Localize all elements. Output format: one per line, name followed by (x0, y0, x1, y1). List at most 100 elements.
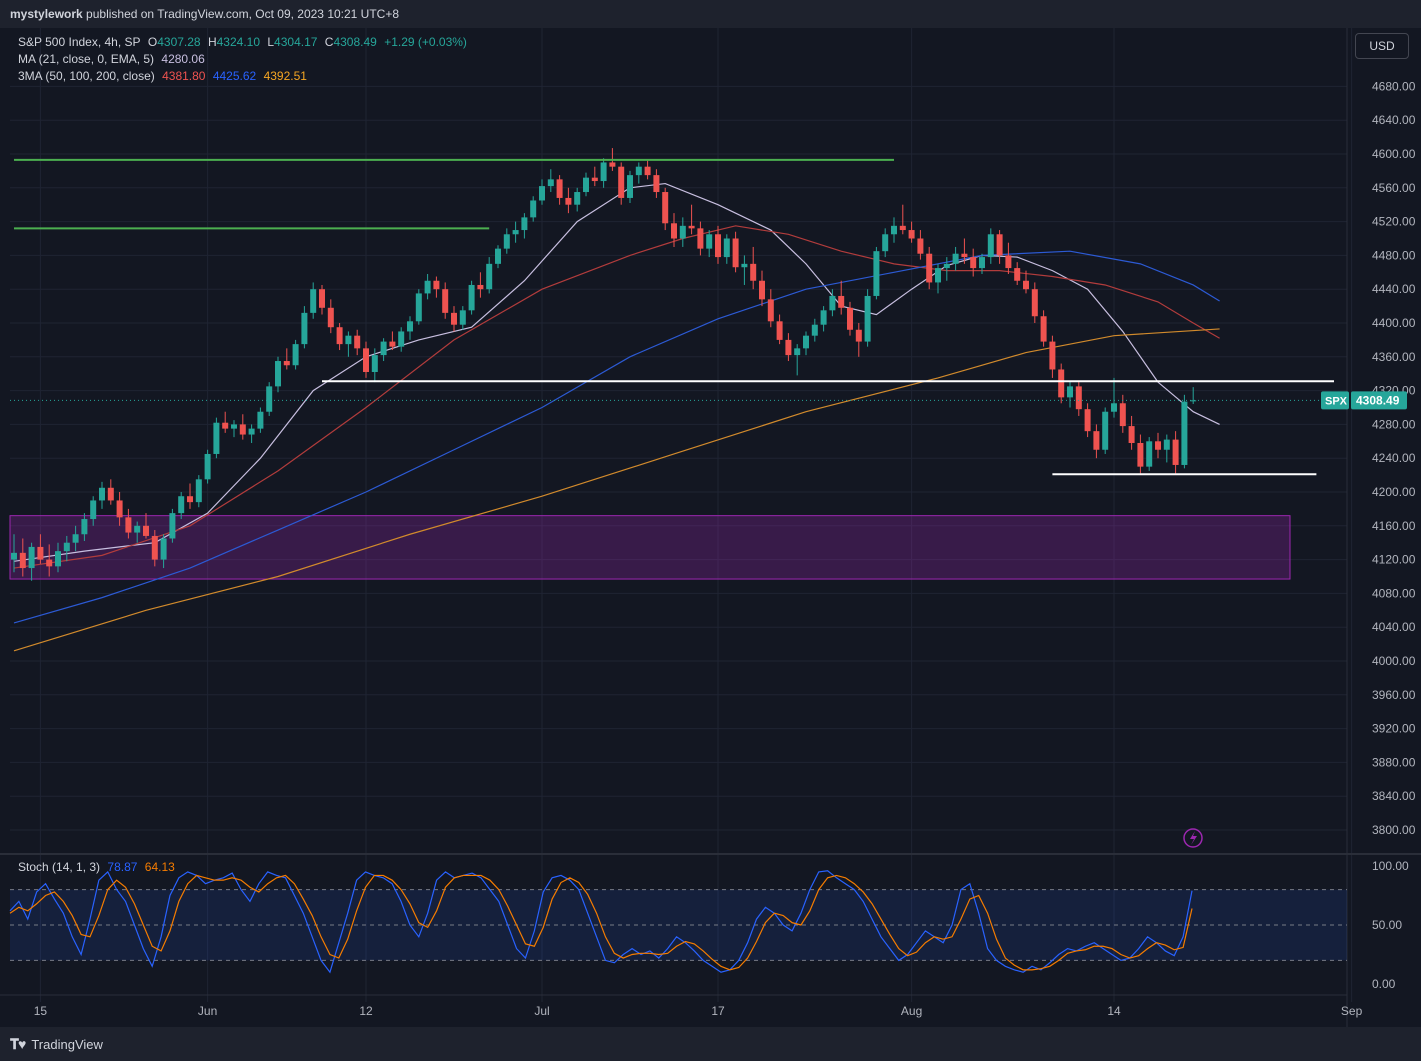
candle-body (574, 192, 581, 205)
tradingview-brand[interactable]: 𝐓♥ TradingView (10, 1036, 103, 1053)
grid-lines (10, 28, 1353, 1002)
candle-body (820, 310, 827, 325)
candle-body (90, 500, 97, 520)
candle-body (732, 238, 739, 268)
candle-body (785, 339, 792, 356)
price-tick-label: 4400.00 (1372, 316, 1416, 330)
candle-body (319, 289, 325, 308)
candle-body (81, 519, 88, 535)
time-tick-label: Jul (534, 1004, 549, 1018)
price-chart[interactable]: 4680.00 4640.00 4600.00 4560.00 4520.00 4480.… (0, 28, 1421, 1027)
candle-body (556, 179, 563, 198)
price-tick-label: 3800.00 (1372, 823, 1416, 837)
candle-body (1111, 403, 1117, 412)
candle-body (882, 234, 889, 252)
stoch-tick-label: 100.00 (1372, 859, 1409, 873)
candle-body (371, 355, 378, 373)
brand-label: TradingView (31, 1037, 103, 1052)
time-axis: 15Jun12Jul17Aug14Sep18Oct16 (34, 1004, 1363, 1018)
candle-body (627, 175, 633, 198)
candle-body (292, 344, 299, 366)
ohlc-close: C4308.49 (324, 35, 377, 49)
ohlc-change: +1.29 (+0.03%) (384, 35, 467, 49)
candle-body (433, 280, 440, 290)
ma100-value: 4425.62 (212, 69, 257, 83)
candle-body (442, 289, 449, 313)
candle-body (257, 411, 264, 429)
candle-body (847, 307, 853, 330)
ohlc-low: L4304.17 (267, 35, 318, 49)
candle-body (1163, 439, 1170, 450)
price-tick-label: 4000.00 (1372, 654, 1416, 668)
candle-body (697, 228, 704, 249)
ma200-line (13, 328, 1220, 652)
ohlc-high: H4324.10 (207, 35, 261, 49)
candle-body (759, 280, 765, 300)
candle-body (116, 500, 123, 518)
price-tick-label: 4080.00 (1372, 586, 1416, 600)
candle-body (741, 263, 748, 268)
price-tick-label: 3960.00 (1372, 688, 1416, 702)
symbol-legend: S&P 500 Index, 4h, SP O4307.28 H4324.10 … (18, 35, 471, 49)
candle-body (750, 263, 757, 281)
candle-body (204, 453, 211, 480)
candle-body (1119, 403, 1126, 427)
price-tick-label: 4640.00 (1372, 113, 1416, 127)
candle-body (767, 299, 774, 322)
stoch-k-line (9, 870, 1193, 974)
candle-body (521, 217, 528, 231)
candle-body (1102, 411, 1109, 450)
candle-body (310, 289, 317, 313)
ma200-value: 4392.51 (263, 69, 307, 83)
candle-body (283, 361, 290, 366)
candle-body (961, 253, 968, 258)
stoch-tick-label: 50.00 (1372, 918, 1402, 932)
candle-body (125, 517, 132, 533)
candle-body (583, 177, 589, 193)
candle-body (530, 200, 537, 218)
candle-body (1023, 280, 1029, 290)
candle-body (935, 268, 941, 283)
candle-body (231, 424, 237, 429)
currency-button[interactable]: USD (1355, 33, 1409, 59)
candle-body (46, 559, 53, 567)
candle-body (829, 295, 836, 311)
candle-body (1084, 409, 1091, 432)
candle-body (301, 312, 308, 345)
candle-body (1181, 401, 1188, 465)
candle-body (275, 361, 281, 387)
candle-body (363, 348, 369, 373)
time-tick-label: 15 (34, 1004, 48, 1018)
candle-body (811, 324, 818, 336)
price-tick-label: 4600.00 (1372, 147, 1416, 161)
candle-body (635, 166, 642, 176)
candle-body (1058, 369, 1065, 398)
ohlc-open: O4307.28 (147, 35, 201, 49)
publish-info: published on TradingView.com, Oct 09, 20… (86, 7, 400, 21)
candle-body (547, 179, 554, 187)
candle-body (1040, 316, 1047, 342)
symbol-title: S&P 500 Index, 4h, SP (18, 35, 141, 49)
symbol-tag (1321, 391, 1349, 410)
candle-body (987, 234, 994, 258)
candle-body (1014, 268, 1021, 281)
candle-body (459, 310, 466, 325)
candle-body (899, 225, 906, 231)
candle-body (1172, 439, 1179, 465)
ma3-legend: 3MA (50, 100, 200, close) 4381.80 4425.6… (18, 69, 311, 83)
candle-body (248, 428, 255, 435)
candle-body (1093, 431, 1100, 450)
stoch-d-line (9, 874, 1193, 971)
candle-body (63, 542, 70, 552)
candle-body (468, 284, 475, 311)
stoch-tick-label: 0.00 (1372, 977, 1396, 991)
price-tick-label: 3920.00 (1372, 722, 1416, 736)
candle-body (671, 223, 677, 239)
ema-value: 4280.06 (161, 52, 205, 66)
candle-body (1128, 426, 1135, 443)
price-tick-label: 4440.00 (1372, 282, 1416, 296)
time-tick-label: 14 (1107, 1004, 1121, 1018)
ema21-line (13, 182, 1220, 562)
alert-lightning-icon (1183, 828, 1203, 848)
candle-body (486, 263, 493, 290)
